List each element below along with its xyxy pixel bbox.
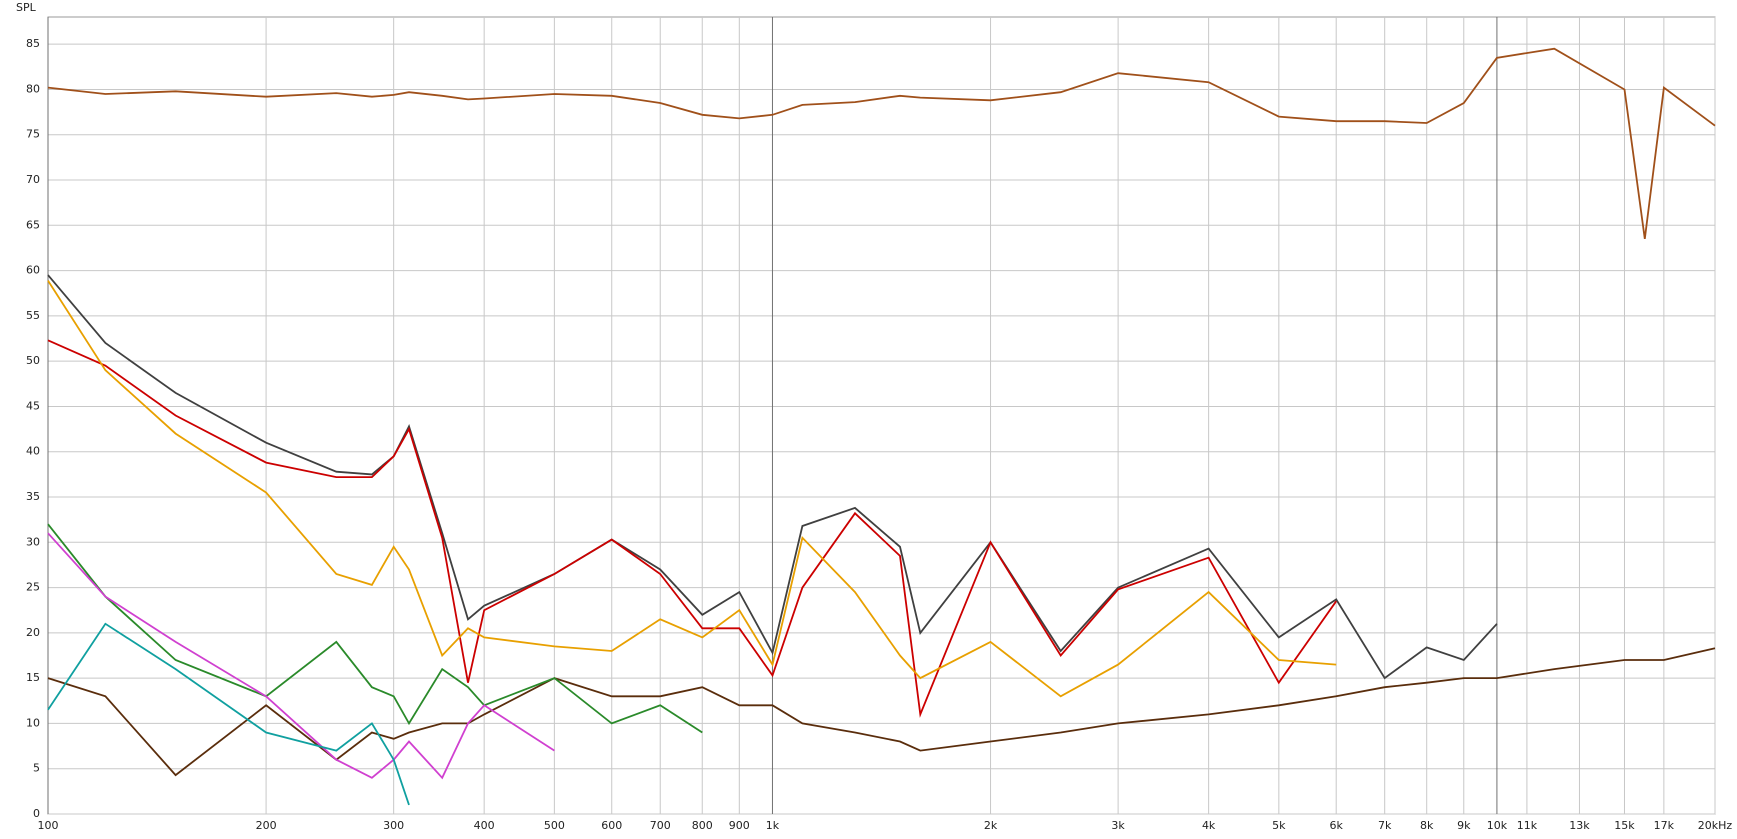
y-tick-label: 75 [26,128,40,141]
x-tick-label: 10k [1487,819,1508,832]
x-tick-label: 400 [474,819,495,832]
x-tick-label: 500 [544,819,565,832]
series-line [47,339,1337,718]
y-tick-label: 40 [26,445,40,458]
x-tick-label: 600 [601,819,622,832]
plot-area [47,16,1716,815]
x-tick-label: 200 [256,819,277,832]
x-tick-label: 3k [1111,819,1125,832]
x-tick-label: 13k [1569,819,1590,832]
y-tick-label: 25 [26,581,40,594]
series-line [47,280,1337,698]
series-line [47,274,1498,680]
x-tick-label: 15k [1614,819,1635,832]
y-tick-label: 20 [26,626,40,639]
x-tick-label: 9k [1457,819,1471,832]
y-tick-label: 65 [26,218,40,231]
x-tick-label: 1k [766,819,780,832]
y-tick-label: 15 [26,671,40,684]
y-tick-label: 45 [26,399,40,412]
y-tick-label: 80 [26,82,40,95]
series-line [47,622,410,806]
x-tick-label: 800 [692,819,713,832]
x-tick-label: 11k [1517,819,1538,832]
x-tick-label: 900 [729,819,750,832]
y-tick-label: 10 [26,716,40,729]
x-tick-label: 2k [984,819,998,832]
series-line [47,523,703,734]
x-tick-label: 300 [383,819,404,832]
y-tick-label: 60 [26,264,40,277]
x-tick-label: 4k [1202,819,1216,832]
y-tick-label: 85 [26,37,40,50]
x-tick-label: 100 [38,819,59,832]
y-axis-label: SPL [16,1,37,14]
x-tick-label: 5k [1272,819,1286,832]
series-line [47,647,1716,777]
series-line [47,47,1716,240]
x-tick-label: 7k [1378,819,1392,832]
y-tick-label: 30 [26,535,40,548]
x-tick-label: 8k [1420,819,1434,832]
y-tick-label: 5 [33,762,40,775]
x-tick-label: 700 [650,819,671,832]
y-tick-label: 35 [26,490,40,503]
y-tick-label: 70 [26,173,40,186]
y-tick-label: 50 [26,354,40,367]
x-tick-label: 20kHz [1698,819,1733,832]
y-tick-label: 55 [26,309,40,322]
series-line [47,532,555,780]
x-tick-label: 6k [1330,819,1344,832]
y-tick-label: 0 [33,807,40,820]
x-tick-label: 17k [1654,819,1675,832]
